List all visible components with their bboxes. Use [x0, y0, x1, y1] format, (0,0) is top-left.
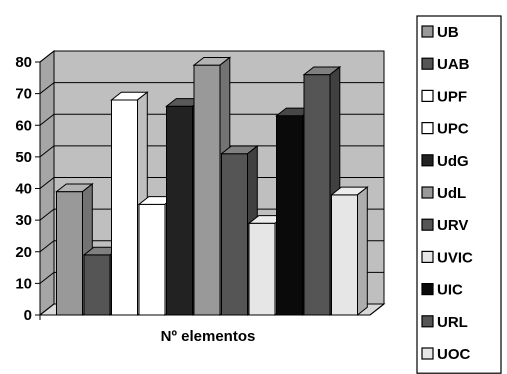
legend-label: UIC: [437, 282, 463, 299]
bar-side: [357, 186, 368, 317]
legend-swatch: [421, 218, 434, 231]
legend-swatch: [421, 25, 434, 38]
gridline: [39, 177, 384, 189]
floor-edge: [369, 303, 385, 316]
y-tick-label: 20: [15, 244, 32, 261]
legend-label: UAB: [437, 56, 470, 73]
legend-label: UPC: [437, 121, 469, 138]
bar-front: [138, 203, 166, 316]
legend-swatch: [421, 154, 434, 167]
bar-front: [303, 74, 331, 316]
legend-swatch: [421, 89, 434, 103]
gridline: [39, 50, 384, 63]
bar-ub: [55, 182, 94, 317]
bar-front: [193, 64, 221, 316]
bar-front: [221, 153, 248, 316]
gridline: [39, 82, 384, 95]
y-tick-label: 80: [15, 54, 32, 71]
bars: [55, 56, 369, 317]
bar-front: [83, 254, 111, 316]
legend-swatch: [421, 186, 434, 199]
legend-label: URL: [437, 314, 468, 331]
y-tick-label: 60: [15, 117, 32, 134]
legend-swatch: [421, 283, 434, 296]
y-tick-labels: 0 10 20 30 40 50 60 70 80: [15, 54, 32, 324]
bar-front: [56, 191, 83, 316]
bar-front: [331, 194, 358, 316]
bar-uoc: [330, 186, 369, 317]
bar-url: [302, 65, 342, 317]
legend-label: UdL: [437, 185, 466, 202]
bar-front: [111, 99, 138, 316]
gridline: [39, 145, 384, 158]
legend-swatch: [421, 121, 434, 135]
legend-label: UdG: [437, 153, 469, 170]
gridline: [39, 113, 384, 126]
legend-label: UPF: [437, 88, 467, 105]
legend-label: UOC: [437, 346, 471, 363]
y-tick-label: 40: [15, 181, 32, 198]
y-tick-label: 0: [24, 307, 32, 324]
legend-label: UB: [437, 24, 459, 41]
y-tick-label: 70: [15, 86, 32, 103]
legend: UB UAB UPF UPC UdG UdL URV UVIC UIC URL UOC: [416, 15, 502, 374]
bar-front: [248, 222, 276, 316]
y-tick-label: 10: [15, 275, 32, 292]
legend-swatch: [421, 57, 434, 70]
legend-swatch: [421, 347, 434, 360]
legend-label: URV: [437, 217, 468, 234]
y-tick-label: 30: [15, 212, 32, 229]
legend-label: UVIC: [437, 249, 473, 266]
x-category-label: Nº elementos: [161, 328, 256, 345]
gridline: [39, 208, 384, 221]
bar-front: [276, 115, 303, 316]
bar-front: [166, 105, 193, 316]
legend-swatch: [421, 250, 434, 263]
legend-swatch: [421, 315, 434, 328]
y-tick-label: 50: [15, 149, 32, 166]
